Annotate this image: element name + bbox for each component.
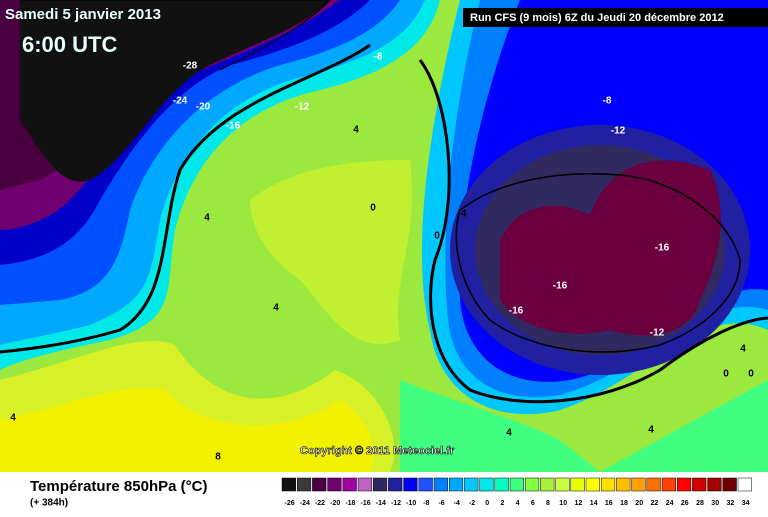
contour-label: -24 — [173, 96, 188, 107]
contour-label: -16 — [655, 243, 670, 254]
legend-swatch — [555, 477, 570, 492]
contour-label: 0 — [434, 231, 440, 242]
contour-label: -8 — [374, 52, 383, 63]
contour-label: 0 — [723, 369, 729, 380]
legend-tick-label: 30 — [711, 500, 719, 507]
legend-swatch — [281, 477, 296, 492]
legend-tick-label: -18 — [345, 500, 355, 507]
legend-title: Température 850hPa (°C) — [30, 478, 207, 495]
contour-label: 8 — [215, 452, 221, 463]
contour-label: -12 — [650, 328, 665, 339]
contour-label: -28 — [183, 61, 198, 72]
legend-swatch — [327, 477, 342, 492]
legend-tick-label: 20 — [635, 500, 643, 507]
legend-swatch — [524, 477, 540, 492]
legend-tick-label: 12 — [575, 500, 583, 507]
legend-swatch — [479, 477, 494, 492]
legend-tick-label: -2 — [469, 500, 475, 507]
legend-tick-label: 8 — [546, 500, 550, 507]
legend-swatch — [707, 477, 722, 492]
legend-tick-label: 26 — [681, 500, 689, 507]
legend-swatch — [722, 477, 737, 492]
contour-label: 0 — [370, 203, 376, 214]
map-time: 6:00 UTC — [22, 32, 117, 57]
legend-swatch — [616, 477, 631, 492]
legend-tick-label: 18 — [620, 500, 628, 507]
legend-swatch — [631, 477, 646, 492]
legend-tick-label: 2 — [500, 500, 504, 507]
legend-tick-label: -20 — [330, 500, 340, 507]
legend-swatch — [600, 477, 616, 492]
legend-tick-label: -24 — [300, 500, 310, 507]
contour-label: -16 — [226, 121, 241, 132]
contour-label: 4 — [353, 125, 359, 136]
contour-label: -12 — [611, 126, 626, 137]
contour-label: 0 — [748, 369, 754, 380]
contour-label: 4 — [740, 344, 746, 355]
legend-tick-label: -22 — [315, 500, 325, 507]
legend-swatch — [403, 477, 418, 492]
legend-swatch — [540, 477, 555, 492]
contour-label: 4 — [648, 425, 654, 436]
legend-tick-label: -10 — [406, 500, 416, 507]
contour-label: -12 — [295, 102, 310, 113]
map-date: Samedi 5 janvier 2013 — [5, 6, 161, 23]
legend-tick-label: 14 — [590, 500, 598, 507]
legend-tick-label: -16 — [361, 500, 371, 507]
legend-swatch — [388, 477, 403, 492]
legend-swatch — [646, 477, 661, 492]
contour-label: 4 — [273, 303, 279, 314]
legend-swatch — [448, 477, 464, 492]
legend-tick-label: 10 — [559, 500, 567, 507]
contour-label: 4 — [506, 428, 512, 439]
legend-tick-label: -26 — [285, 500, 295, 507]
run-info: Run CFS (9 mois) 6Z du Jeudi 20 décembre… — [470, 12, 724, 24]
legend-swatch — [464, 477, 479, 492]
legend-tick-label: -14 — [376, 500, 386, 507]
legend-tick-label: -4 — [454, 500, 460, 507]
legend-swatch — [509, 477, 524, 492]
legend-swatch — [737, 477, 752, 492]
map-field — [0, 0, 768, 472]
legend-swatch — [661, 477, 676, 492]
legend-tick-label: 16 — [605, 500, 613, 507]
legend-swatch — [585, 477, 600, 492]
legend-tick-label: -12 — [391, 500, 401, 507]
legend-swatch — [342, 477, 357, 492]
contour-label: -16 — [553, 281, 568, 292]
legend-swatch — [357, 477, 372, 492]
legend-swatch — [692, 477, 707, 492]
legend-swatch — [372, 477, 388, 492]
legend-swatch — [312, 477, 327, 492]
contour-label: -20 — [196, 102, 211, 113]
legend-tick-label: 4 — [516, 500, 520, 507]
legend-tick-label: 34 — [742, 500, 750, 507]
legend-swatch — [433, 477, 448, 492]
contour-label: -8 — [603, 96, 612, 107]
legend-tick-label: 28 — [696, 500, 704, 507]
lead-time: (+ 384h) — [30, 498, 68, 509]
legend-swatch — [296, 477, 312, 492]
legend-tick-label: 0 — [485, 500, 489, 507]
legend-tick-label: 22 — [651, 500, 659, 507]
legend-tick-label: 6 — [531, 500, 535, 507]
legend-swatch — [418, 477, 433, 492]
contour-label: -4 — [458, 209, 467, 220]
legend-swatch — [494, 477, 509, 492]
contour-label: 4 — [204, 213, 210, 224]
legend-tick-label: -6 — [438, 500, 444, 507]
contour-label: 4 — [10, 413, 16, 424]
legend-swatch — [570, 477, 585, 492]
legend-tick-label: 32 — [727, 500, 735, 507]
legend-tick-label: -8 — [423, 500, 429, 507]
legend-swatch — [676, 477, 692, 492]
legend-tick-label: 24 — [666, 500, 674, 507]
contour-label: -16 — [509, 306, 524, 317]
copyright: Copyright © 2011 Meteociel.fr — [300, 445, 455, 457]
